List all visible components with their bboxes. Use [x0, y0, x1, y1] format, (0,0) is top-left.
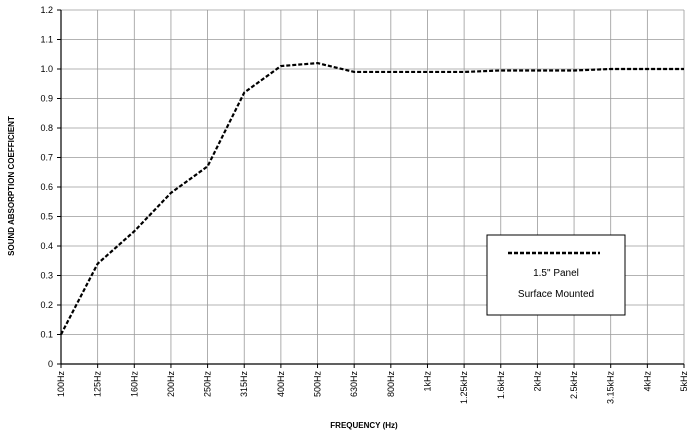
legend-box: 1.5" Panel Surface Mounted: [486, 234, 626, 316]
grid-lines: [61, 9, 685, 365]
x-tick-labels: 100Hz 125Hz 160Hz 200Hz 250Hz 315Hz 400Hz 500Hz…: [56, 371, 688, 405]
y-tick-label: 0.9: [40, 94, 53, 104]
series-lines: [60, 61, 684, 336]
legend-label-line1: 1.5" Panel: [533, 268, 579, 279]
y-tick-labels: 0 0.1 0.2 0.3 0.4 0.5 0.6 0.7 0.8 0.9 1.0 1.1 1.2: [40, 5, 53, 369]
x-tick-label: 200Hz: [166, 371, 176, 398]
y-tick-label: 0: [48, 359, 53, 369]
y-axis-title: SOUND ABSORPTION COEFFICIENT: [7, 116, 16, 256]
x-tick-label: 250Hz: [203, 371, 213, 398]
x-tick-label: 800Hz: [386, 371, 396, 398]
x-tick-label: 315Hz: [239, 371, 249, 398]
x-tick-label: 4kHz: [642, 371, 652, 392]
y-tick-label: 0.4: [40, 241, 53, 251]
y-tick-label: 0.3: [40, 271, 53, 281]
x-tick-label: 1.25kHz: [459, 371, 469, 405]
x-tick-label: 630Hz: [349, 371, 359, 398]
x-tick-label: 500Hz: [313, 371, 323, 398]
y-tick-label: 1.2: [40, 5, 53, 15]
y-tick-label: 0.6: [40, 182, 53, 192]
x-tick-label: 3.15kHz: [606, 371, 616, 405]
x-tick-label: 1kHz: [422, 371, 432, 392]
series-line: [60, 61, 684, 336]
x-tick-label: 2kHz: [532, 371, 542, 392]
x-tick-label: 1.6kHz: [496, 371, 506, 400]
x-tick-label: 100Hz: [56, 371, 66, 398]
x-tick-label: 5kHz: [679, 371, 688, 392]
x-axis-title: FREQUENCY (Hz): [330, 421, 398, 430]
axes: [57, 9, 685, 368]
x-tick-label: 160Hz: [129, 371, 139, 398]
y-tick-label: 1.0: [40, 64, 53, 74]
x-tick-label: 2.5kHz: [569, 371, 579, 400]
y-tick-label: 0.8: [40, 123, 53, 133]
y-tick-label: 0.7: [40, 153, 53, 163]
y-tick-label: 0.1: [40, 330, 53, 340]
y-tick-label: 1.1: [40, 35, 53, 45]
x-tick-label: 400Hz: [276, 371, 286, 398]
x-tick-label: 125Hz: [93, 371, 103, 398]
y-tick-label: 0.5: [40, 212, 53, 222]
y-tick-label: 0.2: [40, 300, 53, 310]
legend-label-line2: Surface Mounted: [518, 289, 594, 300]
